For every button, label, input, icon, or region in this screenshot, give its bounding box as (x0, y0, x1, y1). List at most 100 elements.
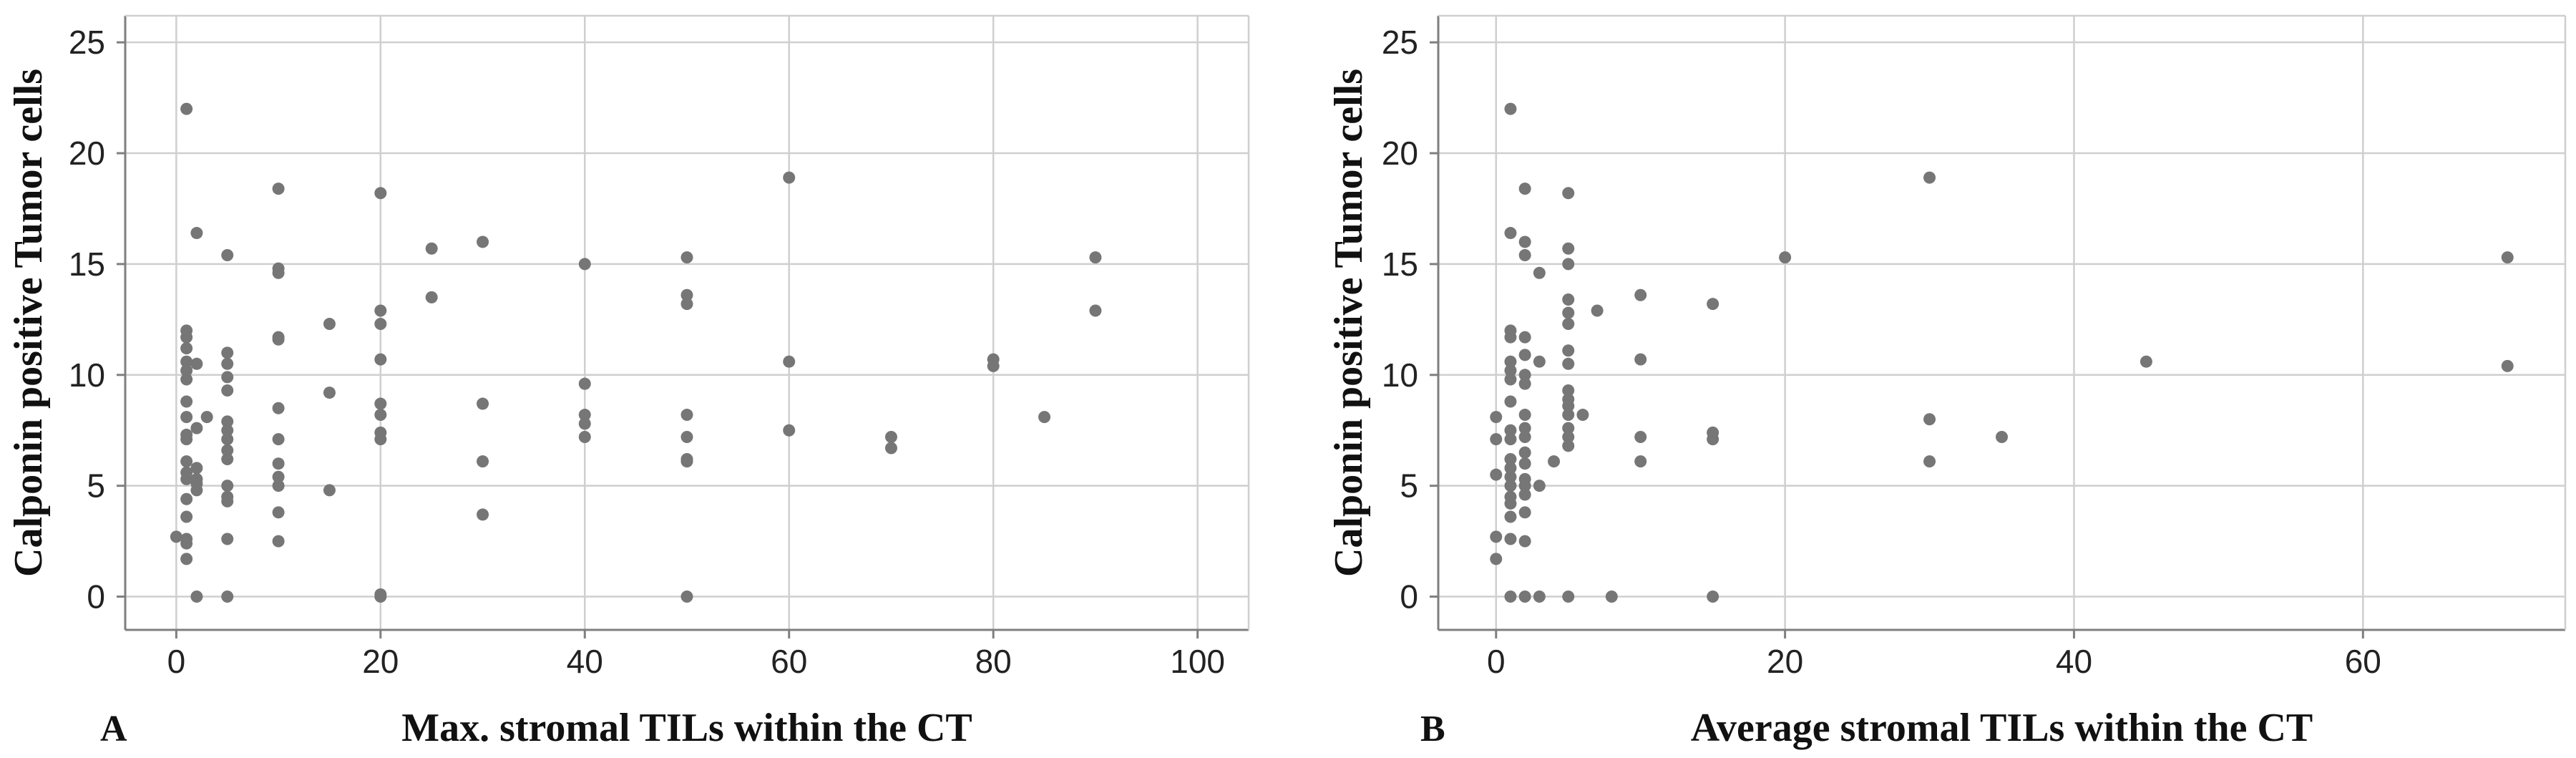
panel-b-data-point (1562, 591, 1575, 603)
panel-b-y-tick-label: 20 (1382, 135, 1418, 172)
panel-a-data-point (578, 431, 591, 444)
panel-a-data-point (680, 288, 693, 301)
panel-a-data-point (425, 291, 438, 303)
panel-b-data-point (1634, 431, 1647, 444)
panel-a-data-point (374, 397, 387, 410)
panel-a-data-point (221, 433, 234, 446)
panel-a-data-point (221, 415, 234, 428)
panel-a-data-point (374, 187, 387, 200)
panel-a-data-point (170, 530, 182, 543)
panel-b-data-point (1504, 510, 1517, 523)
panel-a: 0 20 40 60 80 100 0 5 10 15 20 25 Max. stromal TILs … (6, 14, 1250, 750)
panel-b-data-point (1504, 497, 1517, 510)
panel-b-data-point (1562, 258, 1575, 271)
panel-a-data-point (221, 357, 234, 370)
panel-a-data-point (323, 318, 336, 331)
panel-a-data-point (221, 384, 234, 397)
panel-a-data-point (884, 442, 897, 455)
panel-a-data-point (578, 377, 591, 390)
panel-b-data-point (1518, 535, 1531, 548)
panel-b-data-point (1562, 422, 1575, 434)
panel-a-data-point (1038, 411, 1051, 424)
panel-b-data-point (1996, 431, 2008, 444)
panel-a-data-point (221, 371, 234, 384)
panel-a-data-point (180, 553, 193, 565)
panel-b-x-tick-label: 0 (1487, 643, 1506, 680)
panel-a-data-point (680, 591, 693, 603)
panel-a-data-point (180, 492, 193, 505)
panel-a-y-axis-title: Calponin positive Tumor cells (6, 69, 51, 577)
panel-b-data-point (1504, 462, 1517, 475)
panel-b-data-point (1562, 439, 1575, 452)
panel-b-data-point (1504, 424, 1517, 437)
panel-b-x-tick-label: 40 (2056, 643, 2092, 680)
panel-b-data-point (1490, 468, 1503, 481)
panel-b-data-point (1504, 331, 1517, 344)
panel-b-y-tick-label: 0 (1400, 578, 1418, 616)
panel-a-data-point (323, 387, 336, 399)
panel-b-data-point (1504, 480, 1517, 492)
panel-b-data-point (1518, 409, 1531, 422)
panel-b-data-point (1504, 591, 1517, 603)
panel-a-data-point (680, 455, 693, 468)
panel-b-x-tick-label: 20 (1767, 643, 1803, 680)
panel-a-data-point (272, 506, 285, 519)
panel-a-data-point (180, 342, 193, 355)
panel-b-data-point (1490, 530, 1503, 543)
panel-b-data-point (1518, 331, 1531, 344)
panel-b-data-point (1518, 349, 1531, 361)
panel-a-data-point (783, 171, 796, 184)
panel-b-data-point (1634, 288, 1647, 301)
panel-b-data-point (1923, 455, 1936, 468)
panel-a-points (170, 102, 1102, 603)
panel-b-points (1490, 102, 2514, 603)
panel-b-data-point (1504, 373, 1517, 386)
panel-a-data-point (272, 433, 285, 446)
panel-a-data-point (180, 364, 193, 377)
panel-b-data-point (1576, 409, 1589, 422)
panel-a-x-tick-label: 20 (362, 643, 399, 680)
panel-b-data-point (1518, 431, 1531, 444)
panel-a-data-point (272, 470, 285, 483)
panel-a-data-point (221, 480, 234, 492)
panel-b-data-point (1562, 357, 1575, 370)
panel-a-data-point (221, 495, 234, 507)
panel-a-data-point (180, 472, 193, 485)
panel-a-data-point (272, 402, 285, 414)
panel-b-data-point (1504, 364, 1517, 377)
panel-a-data-point (477, 455, 489, 468)
panel-a-data-point (190, 227, 203, 240)
panel-a-data-point (190, 484, 203, 497)
panel-a-data-point (477, 508, 489, 521)
panel-b-data-point (1562, 318, 1575, 331)
panel-a-data-point (272, 535, 285, 548)
panel-b-data-point (1490, 433, 1503, 446)
panel-a-data-point (180, 411, 193, 424)
panel-b-data-point (1533, 355, 1546, 368)
panel-b-data-point (1533, 480, 1546, 492)
panel-b-data-point (1518, 422, 1531, 434)
panel-a-data-point (190, 357, 203, 370)
panel-b-data-point (1518, 506, 1531, 519)
panel-b-plot-area (1438, 16, 2565, 630)
panel-a-data-point (680, 298, 693, 311)
panel-a-data-point (425, 242, 438, 255)
panel-b-data-point (1562, 306, 1575, 319)
panel-a-data-point (783, 424, 796, 437)
panel-a-data-point (783, 355, 796, 368)
panel-a-y-tick-label: 20 (69, 135, 105, 172)
panel-a-y-tick-label: 25 (69, 24, 105, 61)
panel-b-data-point (1518, 457, 1531, 470)
panel-b-y-axis-title: Calponin positive Tumor cells (1327, 69, 1371, 577)
panel-a-data-point (200, 411, 213, 424)
panel-a-data-point (221, 424, 234, 437)
panel-b-x-tick-label: 60 (2345, 643, 2381, 680)
panel-b-data-point (1504, 470, 1517, 483)
panel-a-data-point (180, 102, 193, 115)
panel-b-data-point (1518, 235, 1531, 248)
panel-b-data-point (1490, 411, 1503, 424)
panel-a-plot-area (125, 16, 1249, 630)
panel-a-data-point (578, 409, 591, 422)
panel-b-data-point (1518, 480, 1531, 492)
